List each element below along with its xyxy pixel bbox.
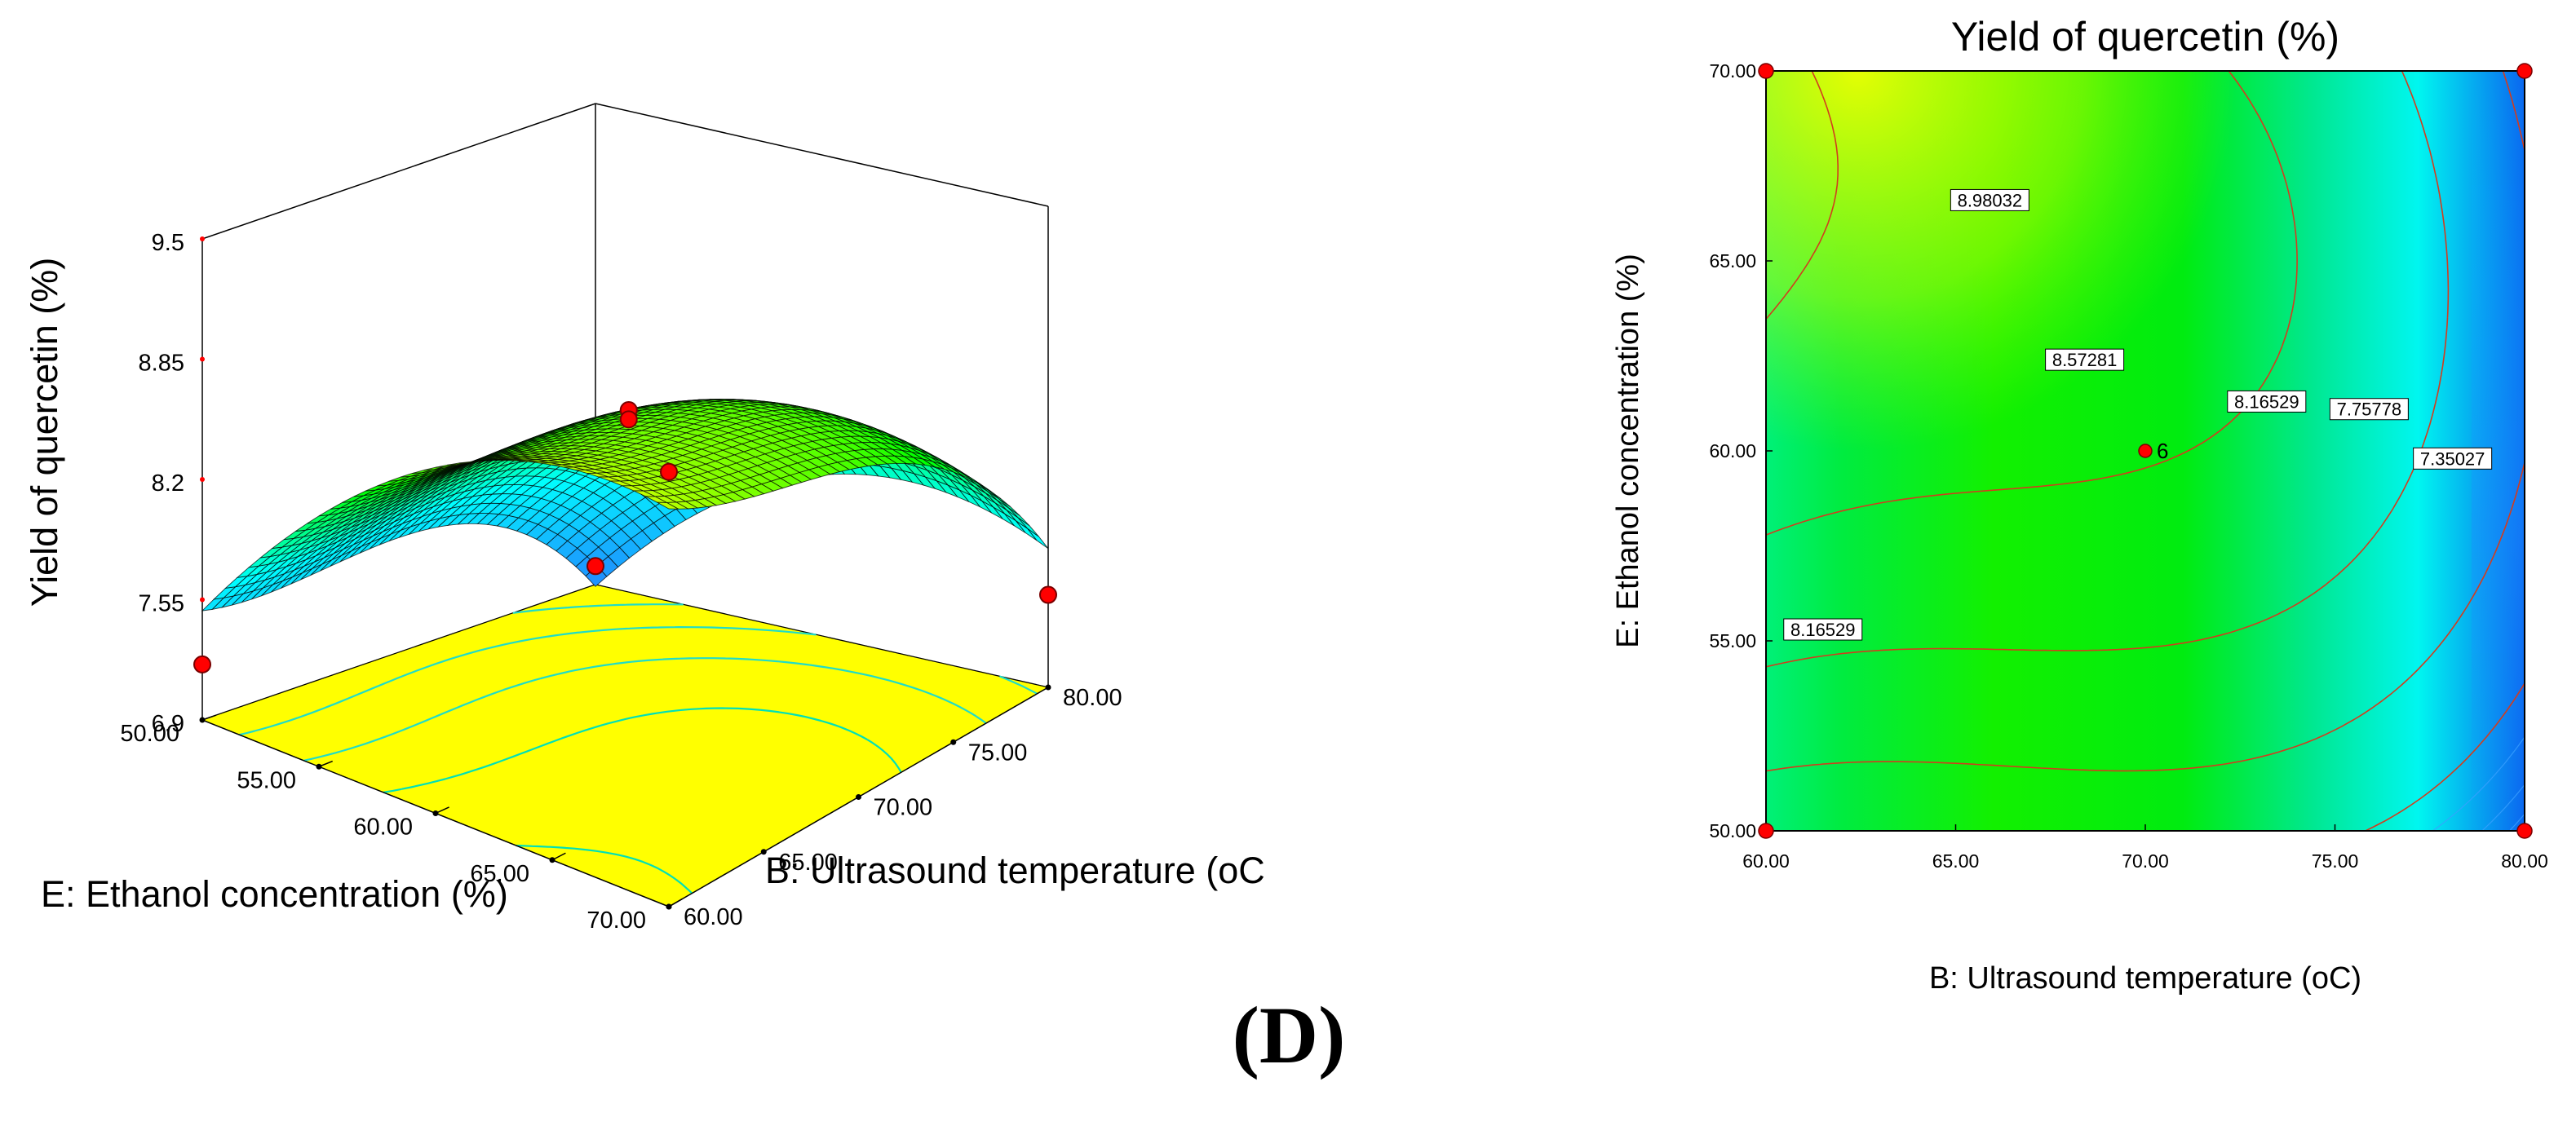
surface-design-point-5 (621, 411, 637, 427)
contour-x-tick-label: 60.00 (1742, 850, 1790, 872)
contour-title: Yield of quercetin (%) (1951, 14, 2339, 60)
z-tick-mark (200, 236, 205, 241)
contour-x-tick-label: 65.00 (1932, 850, 1980, 872)
x-tick-label: 60.00 (684, 904, 743, 930)
contour-x-tick-label: 70.00 (2122, 850, 2169, 872)
contour-level-label: 7.35027 (2420, 448, 2485, 469)
panel-label: (D) (1142, 978, 1436, 1093)
z-tick-mark (200, 598, 205, 603)
x-tick-label: 80.00 (1063, 685, 1122, 711)
surface-facet (1028, 528, 1049, 549)
y-tick-dot (316, 764, 322, 770)
contour-level-label: 8.98032 (1958, 190, 2023, 210)
y-tick-label: 55.00 (237, 767, 296, 793)
contour-level-label: 7.75778 (2337, 400, 2402, 420)
surface-y-axis-label: E: Ethanol concentration (%) (41, 873, 508, 915)
contour-x-tick-label: 80.00 (2501, 850, 2548, 872)
surface-design-point-3 (1040, 587, 1056, 603)
contour-y-axis-label: E: Ethanol concentration (%) (1611, 254, 1645, 648)
y-tick-dot (433, 810, 439, 816)
contour-y-tick-label: 60.00 (1709, 440, 1756, 461)
box-edge-top-right (595, 104, 1048, 206)
y-tick-label: 60.00 (353, 815, 413, 841)
contour-y-tick-label: 55.00 (1709, 630, 1756, 651)
contour-center-point (2139, 444, 2152, 457)
surface-design-point-0 (194, 656, 210, 673)
surface-x-axis-label: B: Ultrasound temperature (oC (765, 850, 1265, 891)
z-tick-label: 9.5 (152, 230, 184, 256)
x-tick-dot (856, 794, 861, 800)
x-tick-dot (666, 904, 672, 910)
surface-design-point-2 (661, 464, 677, 480)
y-tick-label: 70.00 (586, 907, 646, 934)
x-tick-dot (950, 740, 956, 745)
contour-x-axis-label: B: Ultrasound temperature (oC) (1929, 961, 2361, 996)
surface-plot: 6.97.558.28.859.550.0055.0060.0065.0070.… (24, 104, 1265, 934)
surface-design-point-1 (587, 558, 604, 574)
surface-mesh (202, 400, 1048, 611)
contour-level-label: 8.57281 (2052, 350, 2118, 370)
x-tick-label: 70.00 (874, 795, 933, 821)
contour-level-label: 8.16529 (1790, 620, 1856, 640)
z-tick-label: 8.85 (139, 351, 184, 377)
contour-design-point-1 (2517, 824, 2532, 838)
contour-plot: 8.98032 8.57281 8.16529 7.75778 7.35027 8.165… (1611, 14, 2548, 996)
contour-y-tick-label: 65.00 (1709, 250, 1756, 272)
box-edge-top-left (202, 104, 595, 239)
z-tick-label: 7.55 (139, 591, 184, 617)
contour-y-tick-label: 50.00 (1709, 820, 1756, 841)
contour-design-point-3 (2517, 64, 2532, 78)
contour-level-label: 8.16529 (2234, 391, 2299, 412)
y-tick-dot (550, 857, 555, 863)
contour-x-tick-label: 75.00 (2312, 850, 2359, 872)
contour-center-point-label: 6 (2157, 439, 2168, 463)
contour-design-point-2 (1759, 64, 1773, 78)
x-tick-label: 75.00 (968, 740, 1028, 766)
x-tick-dot (1046, 685, 1051, 691)
contour-design-point-0 (1759, 824, 1773, 838)
surface-z-axis-label: Yield of quercetin (%) (24, 258, 65, 607)
z-tick-mark (200, 357, 205, 362)
z-tick-label: 8.2 (152, 470, 184, 497)
y-tick-label: 50.00 (120, 721, 179, 747)
contour-y-tick-label: 70.00 (1709, 60, 1756, 82)
z-tick-mark (200, 477, 205, 482)
y-tick-dot (200, 718, 206, 723)
